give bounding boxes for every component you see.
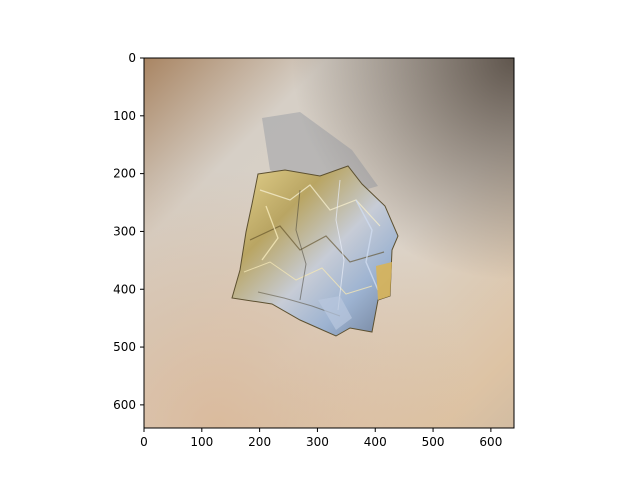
- x-tick-label: 500: [422, 435, 445, 449]
- crumpled-foil: [231, 165, 399, 337]
- x-tick-label: 200: [248, 435, 271, 449]
- x-axis: 0 100 200 300 400 500 600: [140, 428, 502, 449]
- y-tick-label: 400: [113, 282, 136, 296]
- y-tick-label: 200: [113, 167, 136, 181]
- x-tick-label: 400: [364, 435, 387, 449]
- y-axis: 0 100 200 300 400 500 600: [113, 51, 144, 412]
- axes-frame: [143, 57, 515, 429]
- y-tick-label: 0: [128, 51, 136, 65]
- x-tick-label: 100: [190, 435, 213, 449]
- x-tick-label: 0: [140, 435, 148, 449]
- y-tick-label: 100: [113, 109, 136, 123]
- y-tick-label: 500: [113, 340, 136, 354]
- y-tick-label: 300: [113, 224, 136, 238]
- y-tick-label: 600: [113, 398, 136, 412]
- x-tick-label: 300: [306, 435, 329, 449]
- image-plot-area: [144, 58, 514, 428]
- x-tick-label: 600: [479, 435, 502, 449]
